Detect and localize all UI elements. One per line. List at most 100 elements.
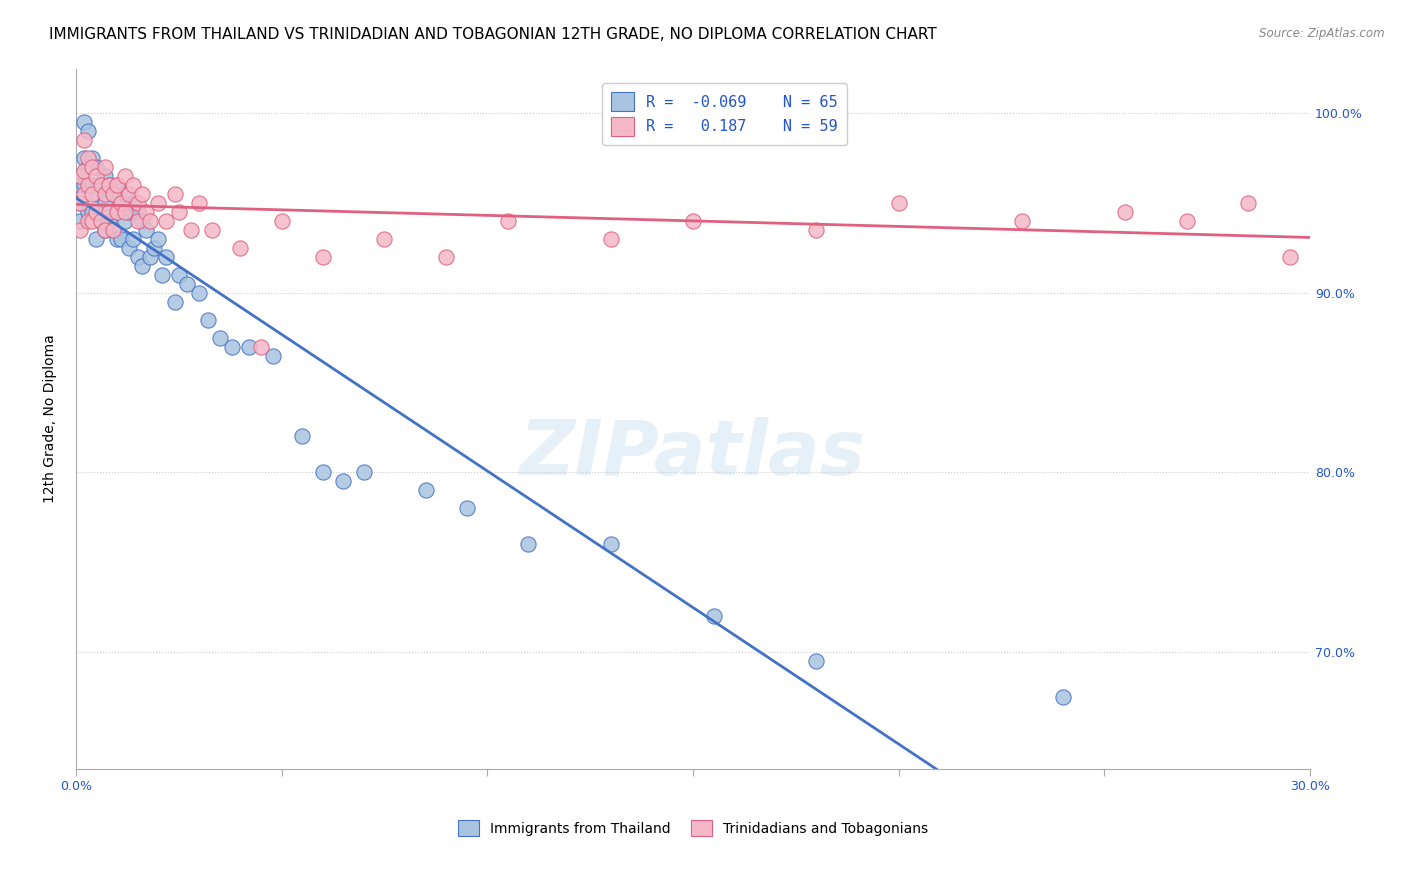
Point	[599, 232, 621, 246]
Point	[682, 214, 704, 228]
Point	[69, 169, 91, 184]
Point	[73, 151, 96, 165]
Point	[155, 214, 177, 228]
Point	[1237, 196, 1260, 211]
Point	[887, 196, 910, 211]
Point	[93, 187, 115, 202]
Point	[82, 160, 104, 174]
Point	[139, 250, 162, 264]
Point	[1011, 214, 1033, 228]
Point	[221, 340, 243, 354]
Point	[517, 537, 540, 551]
Point	[97, 214, 120, 228]
Point	[114, 187, 136, 202]
Point	[105, 232, 128, 246]
Text: IMMIGRANTS FROM THAILAND VS TRINIDADIAN AND TOBAGONIAN 12TH GRADE, NO DIPLOMA CO: IMMIGRANTS FROM THAILAND VS TRINIDADIAN …	[49, 27, 936, 42]
Point	[97, 178, 120, 193]
Point	[118, 241, 141, 255]
Point	[73, 115, 96, 129]
Point	[90, 214, 112, 228]
Point	[77, 205, 100, 219]
Point	[135, 205, 157, 219]
Point	[82, 187, 104, 202]
Point	[86, 169, 108, 184]
Point	[201, 223, 224, 237]
Point	[97, 205, 120, 219]
Point	[73, 187, 96, 202]
Y-axis label: 12th Grade, No Diploma: 12th Grade, No Diploma	[44, 334, 58, 503]
Point	[82, 214, 104, 228]
Point	[110, 232, 132, 246]
Point	[146, 196, 169, 211]
Point	[131, 187, 153, 202]
Point	[90, 178, 112, 193]
Point	[270, 214, 292, 228]
Point	[167, 268, 190, 282]
Point	[163, 294, 186, 309]
Text: Source: ZipAtlas.com: Source: ZipAtlas.com	[1260, 27, 1385, 40]
Point	[93, 169, 115, 184]
Point	[101, 223, 124, 237]
Point	[82, 151, 104, 165]
Point	[114, 205, 136, 219]
Point	[496, 214, 519, 228]
Point	[101, 187, 124, 202]
Point	[806, 223, 828, 237]
Point	[312, 466, 335, 480]
Point	[135, 223, 157, 237]
Point	[86, 205, 108, 219]
Point	[127, 250, 149, 264]
Point	[73, 178, 96, 193]
Point	[118, 205, 141, 219]
Point	[1278, 250, 1301, 264]
Point	[105, 178, 128, 193]
Point	[456, 501, 478, 516]
Point	[114, 169, 136, 184]
Point	[1175, 214, 1198, 228]
Point	[93, 196, 115, 211]
Point	[110, 196, 132, 211]
Point	[143, 241, 166, 255]
Point	[93, 223, 115, 237]
Point	[105, 205, 128, 219]
Point	[806, 654, 828, 668]
Point	[146, 232, 169, 246]
Point	[1114, 205, 1136, 219]
Point	[434, 250, 457, 264]
Point	[188, 196, 211, 211]
Point	[86, 187, 108, 202]
Point	[131, 214, 153, 228]
Point	[353, 466, 375, 480]
Point	[77, 214, 100, 228]
Point	[176, 277, 198, 291]
Point	[188, 285, 211, 300]
Point	[703, 609, 725, 624]
Point	[312, 250, 335, 264]
Point	[599, 537, 621, 551]
Point	[122, 196, 145, 211]
Point	[167, 205, 190, 219]
Point	[101, 223, 124, 237]
Point	[1319, 223, 1341, 237]
Point	[90, 178, 112, 193]
Point	[250, 340, 273, 354]
Point	[77, 151, 100, 165]
Point	[69, 196, 91, 211]
Point	[373, 232, 395, 246]
Point	[415, 483, 437, 498]
Point	[332, 475, 354, 489]
Point	[97, 178, 120, 193]
Point	[1052, 690, 1074, 704]
Point	[197, 313, 219, 327]
Point	[69, 223, 91, 237]
Point	[155, 250, 177, 264]
Point	[69, 196, 91, 211]
Point	[208, 331, 231, 345]
Text: ZIPatlas: ZIPatlas	[520, 417, 866, 491]
Point	[150, 268, 173, 282]
Point	[69, 214, 91, 228]
Point	[127, 196, 149, 211]
Point	[122, 232, 145, 246]
Point	[77, 124, 100, 138]
Point	[291, 429, 314, 443]
